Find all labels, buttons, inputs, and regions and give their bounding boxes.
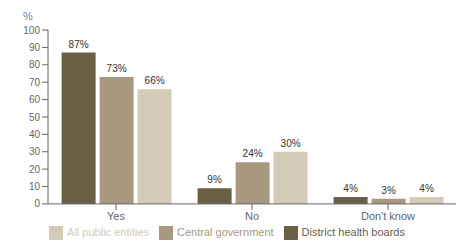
svg-text:100: 100: [23, 25, 40, 36]
svg-text:90: 90: [29, 42, 41, 53]
svg-text:87%: 87%: [69, 39, 89, 50]
svg-text:20: 20: [29, 164, 41, 175]
html-text:Central government: Central government: [177, 225, 274, 238]
svg-text:4%: 4%: [419, 183, 434, 194]
svg-text:Don't know: Don't know: [361, 210, 415, 222]
svg-text:30: 30: [29, 146, 41, 157]
svg-text:Yes: Yes: [107, 210, 125, 222]
svg-text:40: 40: [29, 129, 41, 140]
svg-text:73%: 73%: [107, 63, 127, 74]
svg-text:30%: 30%: [281, 138, 301, 149]
svg-text:24%: 24%: [243, 148, 263, 159]
svg-text:60: 60: [29, 94, 41, 105]
svg-text:0: 0: [34, 198, 40, 209]
svg-text:10: 10: [29, 181, 41, 192]
html-text:District health boards: District health boards: [301, 225, 405, 238]
svg-text:3%: 3%: [381, 185, 396, 196]
svg-text:70: 70: [29, 77, 41, 88]
svg-text:50: 50: [29, 112, 41, 123]
svg-text:4%: 4%: [343, 183, 358, 194]
svg-text:9%: 9%: [207, 174, 222, 185]
svg-text:%: %: [23, 10, 33, 22]
svg-text:80: 80: [29, 59, 41, 70]
svg-text:66%: 66%: [145, 75, 165, 86]
html-text:All public entities: All public entities: [67, 225, 149, 238]
svg-text:No: No: [245, 210, 259, 222]
